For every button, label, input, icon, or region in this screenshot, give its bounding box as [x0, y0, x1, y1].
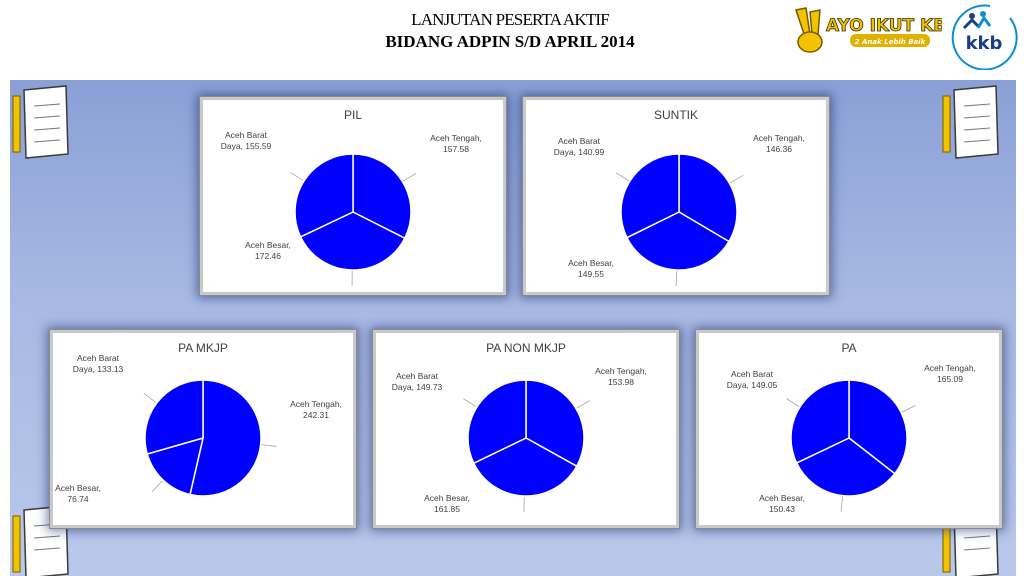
- pie-slice-aceh-tengah: [189, 379, 262, 497]
- slice-label-aceh-besar: Aceh Besar, 149.55: [568, 258, 614, 279]
- chart-title: PA: [841, 341, 857, 355]
- slice-label-aceh-tengah: Aceh Tengah, 146.36: [753, 133, 805, 154]
- ayo-ikut-kb-logo: AYO IKUT KB 2 Anak Lebih Baik: [795, 7, 942, 53]
- pie-slice-aceh-besar: [795, 437, 896, 497]
- pie-slice-aceh-besar: [625, 211, 730, 271]
- leader-line-aceh-besar: [151, 480, 163, 492]
- leader-line-aceh-tengah: [261, 444, 277, 447]
- slice-label-aceh-barat-daya: Aceh Barat Daya, 149.73: [391, 371, 443, 392]
- slide-title-line1: LANJUTAN PESERTA AKTIF: [411, 10, 610, 29]
- pie-slice-aceh-besar: [299, 211, 406, 271]
- slice-label-aceh-besar: Aceh Besar, 150.43: [759, 493, 805, 514]
- slice-label-aceh-besar: Aceh Besar, 161.85: [424, 493, 470, 514]
- slice-label-aceh-tengah: Aceh Tengah, 153.98: [595, 366, 647, 387]
- pie-slice-aceh-barat-daya: [144, 379, 204, 455]
- chart-title: SUNTIK: [653, 108, 698, 122]
- pie-slice-aceh-besar: [472, 437, 578, 497]
- chart-card-pa: PA Aceh Tengah, 165.09 Aceh Besar, 150.43 …: [696, 330, 1002, 528]
- checklist-pencil-icon: [12, 85, 69, 159]
- victory-hand-icon: [795, 7, 823, 53]
- slice-label-aceh-barat-daya: Aceh Barat Daya, 155.59: [220, 130, 272, 151]
- leader-line-aceh-barat-daya: [615, 172, 630, 182]
- slice-label-aceh-tengah: Aceh Tengah, 242.31: [290, 399, 342, 420]
- leader-line-aceh-barat-daya: [786, 398, 800, 407]
- pie-chart-suntik: [615, 153, 744, 286]
- pie-slice-aceh-tengah: [678, 153, 738, 243]
- slice-label-aceh-tengah: Aceh Tengah, 157.58: [430, 133, 482, 154]
- leader-line-aceh-tengah: [403, 172, 417, 182]
- chart-card-pa-mkjp: PA MKJP Aceh Tengah, 242.31 Aceh Besar, 76…: [50, 330, 356, 528]
- pie-slice-aceh-tengah: [352, 153, 412, 240]
- pie-chart-pa-non-mkjp: [463, 379, 590, 512]
- slice-label-aceh-barat-daya: Aceh Barat Daya, 149.05: [726, 369, 778, 390]
- slice-label-aceh-barat-daya: Aceh Barat Daya, 140.99: [553, 136, 605, 157]
- pie-slice-aceh-barat-daya: [294, 153, 354, 238]
- pie-chart-pil: [290, 153, 417, 286]
- pie-slice-aceh-besar: [146, 436, 205, 496]
- slice-label-aceh-barat-daya: Aceh Barat Daya, 133.13: [72, 353, 124, 374]
- leader-line-aceh-barat-daya: [290, 172, 304, 181]
- chart-title: PA MKJP: [178, 341, 228, 355]
- leader-line-aceh-tengah: [730, 174, 744, 184]
- pie-chart-pa-mkjp: [143, 379, 277, 497]
- chart-card-pil: PIL Aceh Tengah, 157.58 Aceh Besar, 172.46…: [200, 97, 506, 295]
- slide-header: LANJUTAN PESERTA AKTIF BIDANG ADPIN S/D …: [0, 0, 1024, 80]
- chart-title: PA NON MKJP: [486, 341, 566, 355]
- chart-card-suntik: SUNTIK Aceh Tengah, 146.36 Aceh Besar, 149…: [523, 97, 829, 295]
- pie-slice-aceh-barat-daya: [790, 379, 850, 464]
- pie-slice-aceh-barat-daya: [620, 153, 680, 239]
- leader-line-aceh-tengah: [901, 405, 916, 413]
- family-icon: [962, 11, 992, 30]
- slide-background: PIL Aceh Tengah, 157.58 Aceh Besar, 172.46…: [10, 80, 1016, 576]
- pie-slice-aceh-barat-daya: [467, 379, 527, 465]
- slice-label-aceh-tengah: Aceh Tengah, 165.09: [924, 363, 976, 384]
- kkb-logo: kkb: [951, 4, 1018, 70]
- chart-card-pa-non-mkjp: PA NON MKJP Aceh Tengah, 153.98 Aceh Besa…: [373, 330, 679, 528]
- checklist-pencil-icon: [942, 85, 999, 159]
- leader-line-aceh-tengah: [576, 400, 590, 409]
- slide-title-line2: BIDANG ADPIN S/D APRIL 2014: [385, 32, 635, 51]
- slice-label-aceh-besar: Aceh Besar, 76.74: [55, 483, 101, 504]
- leader-line-aceh-barat-daya: [463, 398, 477, 407]
- kkb-logo-text: kkb: [966, 33, 1003, 54]
- leader-line-aceh-besar: [840, 496, 844, 512]
- leader-line-aceh-besar: [675, 270, 678, 286]
- pie-slice-aceh-tengah: [525, 379, 585, 468]
- ayo-logo-tagline: 2 Anak Lebih Baik: [855, 38, 927, 46]
- pie-chart-pa: [786, 379, 916, 512]
- chart-title: PIL: [343, 108, 362, 122]
- slice-label-aceh-besar: Aceh Besar, 172.46: [245, 240, 291, 261]
- leader-line-aceh-barat-daya: [143, 393, 157, 403]
- pie-slice-aceh-tengah: [848, 379, 908, 475]
- ayo-logo-text: AYO IKUT KB: [826, 16, 942, 36]
